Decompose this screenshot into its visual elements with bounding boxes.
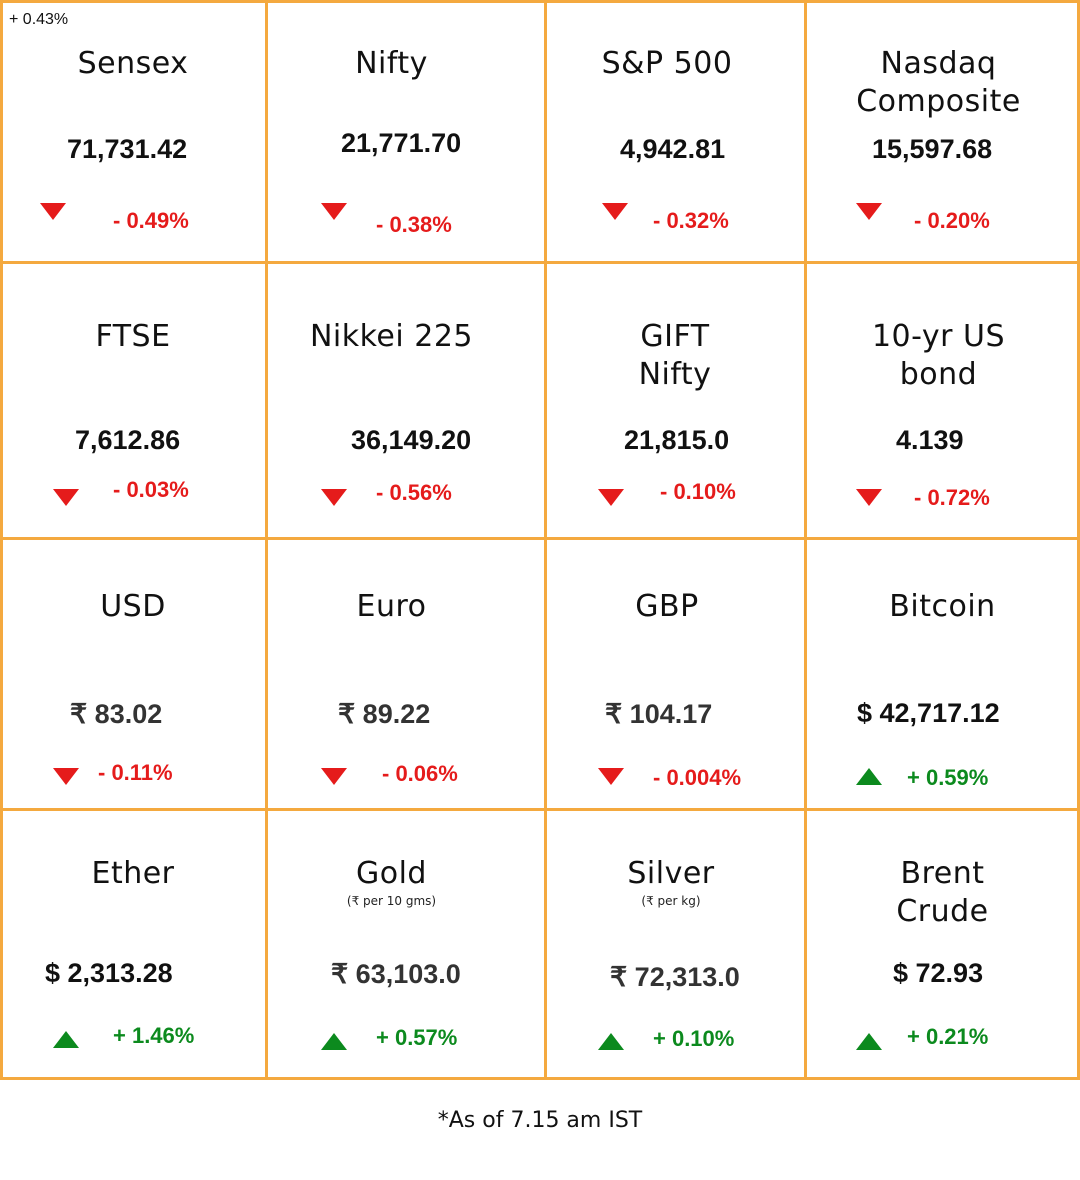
grid-line (804, 0, 807, 1080)
tile-change: + 0.21% (907, 1024, 989, 1049)
tile-title: Bitcoin (889, 589, 996, 624)
tile-nikkei-225: Nikkei 225 36,149.20 - 0.56% (266, 262, 545, 538)
tile-title-line1: GIFT (640, 319, 710, 354)
tile-brent-crude: Brent Crude $ 72.93 + 0.21% (805, 809, 1080, 1078)
down-arrow-icon (856, 489, 882, 506)
tile-sp500: S&P 500 4,942.81 - 0.32% (545, 0, 805, 262)
down-arrow-icon (40, 203, 66, 220)
tile-title: Nikkei 225 (309, 319, 474, 354)
down-arrow-icon (321, 203, 347, 220)
tile-value: $ 42,717.12 (857, 698, 1000, 728)
tile-ether: Ether $ 2,313.28 + 1.46% (0, 809, 266, 1078)
grid-line (265, 0, 268, 1080)
tile-change: - 0.38% (376, 212, 452, 237)
tile-value: 15,597.68 (872, 134, 993, 164)
down-arrow-icon (856, 203, 882, 220)
down-arrow-icon (321, 489, 347, 506)
tile-change: + 0.59% (907, 765, 989, 790)
tile-change: - 0.72% (914, 485, 990, 510)
tile-title-line2: Composite (856, 84, 1021, 119)
tile-change: - 0.56% (376, 480, 452, 505)
up-arrow-icon (321, 1033, 347, 1050)
tile-value: 71,731.42 (67, 134, 188, 164)
tile-change: - 0.20% (914, 208, 990, 233)
up-arrow-icon (53, 1031, 79, 1048)
tile-title: GBP (635, 589, 699, 624)
up-arrow-icon (856, 1033, 882, 1050)
tile-title: Euro (356, 589, 427, 624)
up-arrow-icon (856, 768, 882, 785)
tile-silver: Silver (₹ per kg) ₹ 72,313.0 + 0.10% (545, 809, 805, 1078)
tile-title-line1: 10-yr US (871, 319, 1006, 354)
tile-subtitle: (₹ per 10 gms) (346, 894, 437, 908)
tile-ftse: FTSE 7,612.86 - 0.03% (0, 262, 266, 538)
tile-value: 36,149.20 (351, 425, 472, 455)
tile-value: ₹ 104.17 (605, 699, 713, 729)
down-arrow-icon (598, 768, 624, 785)
tile-change: - 0.32% (653, 208, 729, 233)
tile-value: ₹ 63,103.0 (331, 959, 461, 989)
tile-title-line2: Nifty (638, 357, 712, 392)
tile-value: ₹ 72,313.0 (610, 962, 740, 992)
down-arrow-icon (602, 203, 628, 220)
grid-line (0, 0, 3, 1080)
tile-value: ₹ 89.22 (338, 699, 431, 729)
tile-change: - 0.10% (660, 479, 736, 504)
tile-title: Sensex (77, 46, 189, 81)
tile-change: - 0.49% (113, 208, 189, 233)
tile-value: 21,815.0 (624, 425, 730, 455)
down-arrow-icon (321, 768, 347, 785)
tile-gift-nifty: GIFT Nifty 21,815.0 - 0.10% (545, 262, 805, 538)
tile-usd: USD ₹ 83.02 - 0.11% (0, 538, 266, 809)
stray-change-label: + 0.43% (9, 11, 69, 28)
tile-value: 4.139 (896, 425, 964, 455)
tile-title-line1: Nasdaq (880, 46, 997, 81)
footnote: *As of 7.15 am IST (437, 1108, 643, 1133)
tile-nifty: Nifty 21,771.70 - 0.38% (266, 0, 545, 262)
down-arrow-icon (598, 489, 624, 506)
tile-subtitle: (₹ per kg) (641, 894, 701, 908)
tile-title: Silver (627, 856, 715, 891)
tile-title: USD (100, 589, 166, 624)
tile-change: + 0.57% (376, 1025, 458, 1050)
tile-title-line2: Crude (896, 894, 989, 929)
tile-title: Ether (91, 856, 175, 891)
tile-change: + 0.10% (653, 1026, 735, 1051)
tile-value: 4,942.81 (620, 134, 726, 164)
tile-change: + 1.46% (113, 1023, 195, 1048)
tile-10yr-us-bond: 10-yr US bond 4.139 - 0.72% (805, 262, 1080, 538)
up-arrow-icon (598, 1033, 624, 1050)
tile-gold: Gold (₹ per 10 gms) ₹ 63,103.0 + 0.57% (266, 809, 545, 1078)
tile-value: $ 72.93 (893, 958, 984, 988)
grid-line (0, 0, 1080, 3)
tile-nasdaq-composite: Nasdaq Composite 15,597.68 - 0.20% (805, 0, 1080, 262)
tile-gbp: GBP ₹ 104.17 - 0.004% (545, 538, 805, 809)
tile-title: FTSE (95, 319, 171, 354)
tile-value: 7,612.86 (75, 425, 181, 455)
tile-value: 21,771.70 (341, 128, 462, 158)
down-arrow-icon (53, 768, 79, 785)
market-summary-grid: Sensex 71,731.42 - 0.49% Nifty 21,771.70… (0, 0, 1080, 1080)
grid-line (0, 537, 1080, 540)
grid-line (0, 1077, 1080, 1080)
grid-line (544, 0, 547, 1080)
tile-value: ₹ 83.02 (70, 699, 163, 729)
grid-line (0, 261, 1080, 264)
tile-change: - 0.06% (382, 761, 458, 786)
down-arrow-icon (53, 489, 79, 506)
tile-change: - 0.11% (98, 760, 173, 785)
tile-change: - 0.004% (653, 765, 742, 790)
tile-euro: Euro ₹ 89.22 - 0.06% (266, 538, 545, 809)
tile-title-line2: bond (899, 357, 978, 392)
grid-line (1077, 0, 1080, 1080)
grid-line (0, 808, 1080, 811)
tile-title: Nifty (355, 46, 428, 81)
tile-bitcoin: Bitcoin $ 42,717.12 + 0.59% (805, 538, 1080, 809)
tile-change: - 0.03% (113, 477, 189, 502)
tile-title: Gold (356, 856, 427, 891)
tile-value: $ 2,313.28 (45, 958, 173, 988)
tile-title: S&P 500 (601, 46, 733, 81)
tile-title-line1: Brent (900, 856, 985, 891)
tile-sensex: Sensex 71,731.42 - 0.49% (0, 0, 266, 262)
